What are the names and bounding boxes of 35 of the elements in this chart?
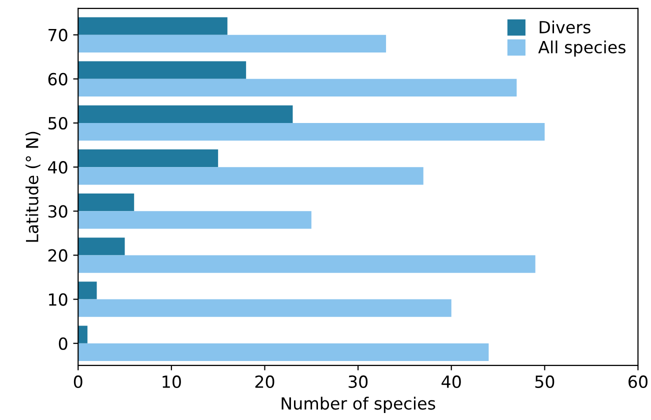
x-tick-label: 30 [348,375,368,388]
bar [78,238,125,256]
legend-label: Divers [540,20,590,34]
y-tick-label: 60 [48,72,68,86]
bar [78,34,386,52]
y-tick-label: 20 [48,249,68,262]
bar [78,211,312,229]
bar [78,255,536,273]
x-tick-label: 50 [535,375,554,388]
y-tick-label: 50 [48,116,68,130]
x-tick-label: 0 [74,375,82,388]
x-tick-label: 20 [255,375,274,388]
y-tick-label: 10 [49,293,68,306]
bar [78,61,246,79]
legend-label: All species [538,40,626,57]
y-axis-title: Latitude (° N) [26,132,40,242]
bar [78,343,489,361]
bar [78,122,545,141]
bar [78,167,424,185]
bar [78,149,218,168]
x-tick-label: 10 [162,375,181,388]
x-axis-title: Number of species [282,396,436,413]
x-tick-label: 60 [628,375,648,388]
bar [78,194,134,212]
y-tick-label: 30 [48,205,68,218]
bar [78,105,293,123]
y-tick-label: 70 [48,28,68,42]
bar [78,282,97,300]
y-tick-label: 0 [58,337,68,350]
bar [78,299,452,317]
bar [78,326,88,344]
bar [78,78,517,97]
y-tick-label: 40 [48,161,68,174]
bar [78,17,228,35]
x-tick-label: 40 [442,375,461,388]
